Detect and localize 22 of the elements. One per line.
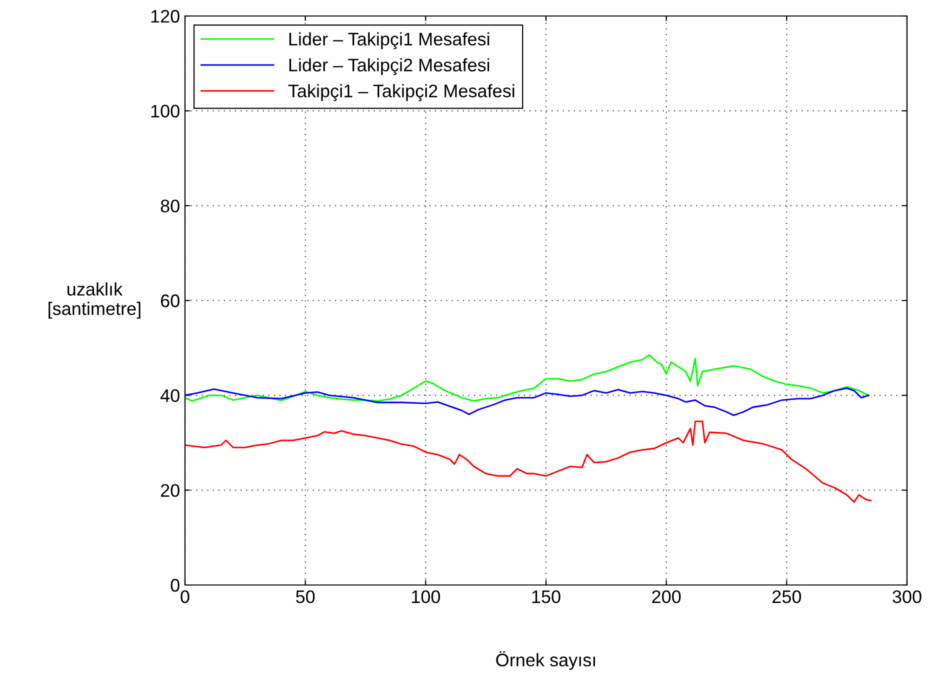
legend-label: Lider – Takipçi1 Mesafesi [289,32,490,50]
y-tick-label: 20 [160,484,180,497]
x-tick-label: 200 [652,590,681,604]
line-series [185,354,870,402]
x-tick-label: 100 [412,590,440,604]
y-tick-label: 0 [170,578,180,592]
x-tick-label: 250 [772,590,802,604]
x-tick-label: 150 [532,590,560,604]
line-series [185,420,872,503]
y-axis-title: uzaklık [santimetre] [48,282,140,319]
y-tick-label: 40 [160,389,180,402]
y-tick-label: 60 [160,294,180,308]
legend-label: Takipçi1 – Takipçi2 Mesafesi [288,84,514,102]
y-tick-label: 80 [160,200,180,212]
y-tick-label: 100 [151,104,180,118]
x-tick-label: 300 [892,590,922,604]
x-tick-label: 0 [180,590,190,604]
line-series [185,387,870,416]
x-axis-title: Örnek sayısı [496,651,595,670]
y-tick-label: 120 [151,10,180,23]
legend-label: Lider – Takipçi2 Mesafesi [289,58,490,76]
x-tick-label: 50 [296,590,315,604]
